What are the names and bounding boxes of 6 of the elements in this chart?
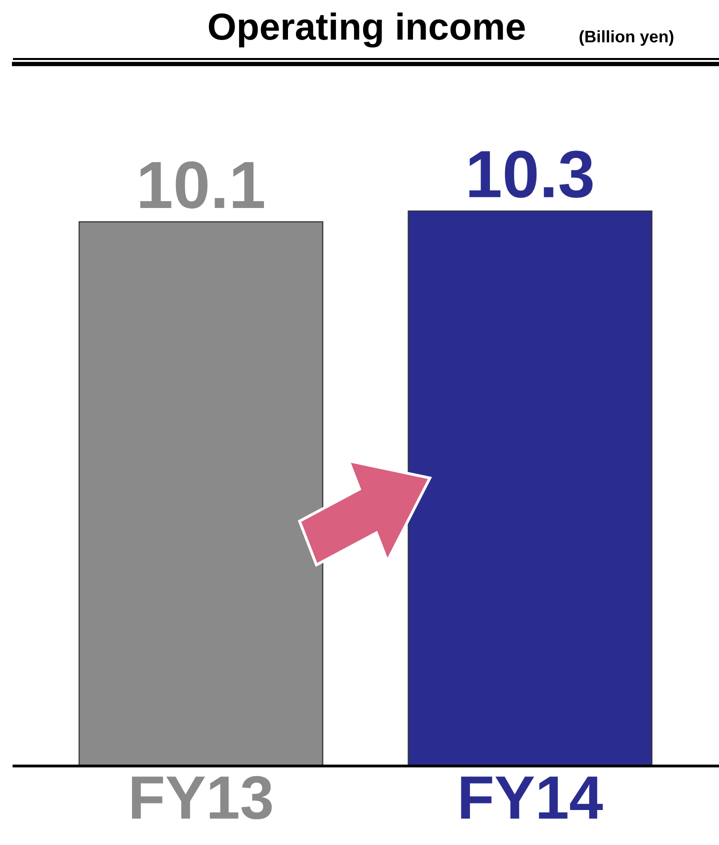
data-label: 10.3 (469, 150, 593, 198)
data-label: 10.1 (140, 161, 264, 209)
x-tick-label: FY13 (132, 776, 272, 820)
chart-title: Operating income (208, 12, 525, 48)
x-tick-label: FY14 (461, 776, 603, 819)
chart-subtitle: (Billion yen) (580, 30, 674, 46)
